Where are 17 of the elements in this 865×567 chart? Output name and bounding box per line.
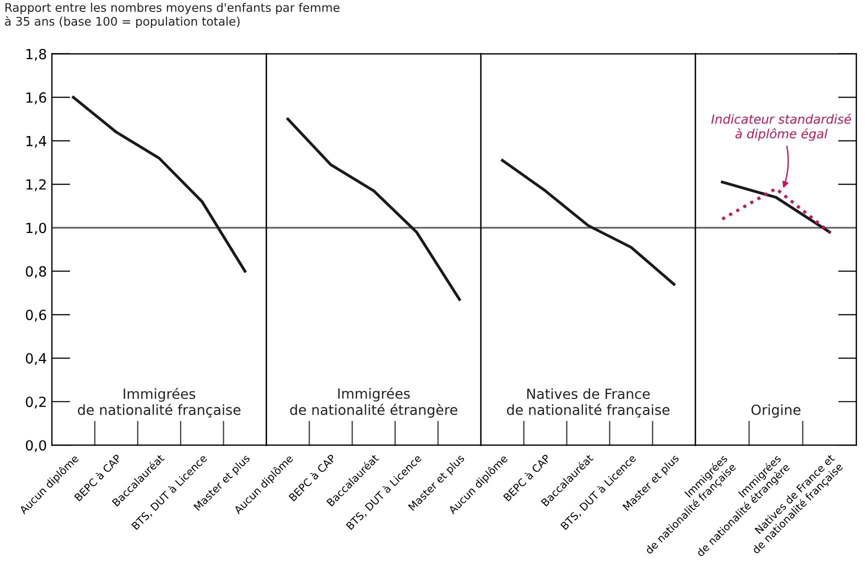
y-tick-label: 0,6	[26, 310, 46, 322]
y-tick-label: 1,0	[26, 222, 46, 235]
y-tick-label: 0,4	[26, 353, 46, 366]
y-tick-label: 1,6	[26, 92, 46, 104]
text: Natives de France de nationalité française	[506, 388, 670, 418]
text: Immigrées de nationalité française	[78, 388, 240, 418]
y-tick-label: 1,8	[26, 48, 46, 61]
y-tick-label: 0,8	[26, 266, 46, 278]
y-tick-label: 1,4	[26, 136, 46, 148]
text: Immigrées de nationalité étrangère	[290, 387, 458, 418]
y-axis-title: Rapport entre les nombres moyens d'enfants par femme à 35 ans (base 100 = population totale)	[5, 2, 340, 28]
y-tick-label: 0,2	[26, 396, 46, 409]
line-series	[72, 96, 246, 273]
y-tick-label: 1,2	[26, 179, 46, 192]
text: Origine	[751, 404, 800, 418]
text: Indicateur standardisé à diplôme égal	[711, 114, 852, 141]
y-tick-label: 0,0	[26, 440, 46, 452]
